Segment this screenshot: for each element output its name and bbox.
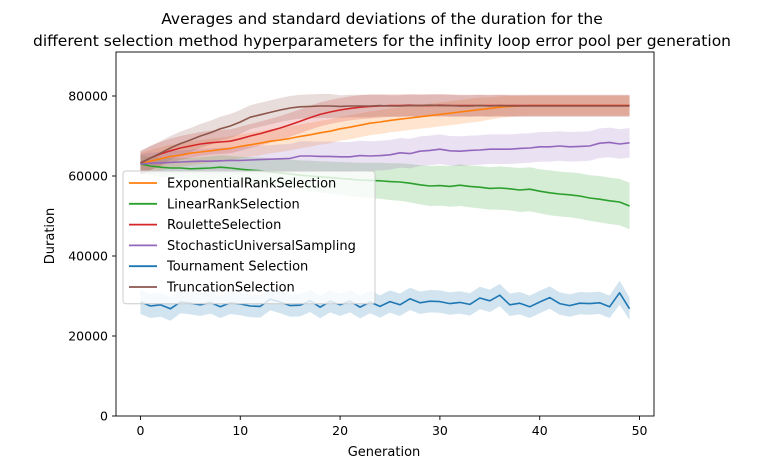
y-tick-label: 0 [100,409,108,424]
chart-title-line-1: Averages and standard deviations of the … [161,10,603,28]
y-tick-label: 60000 [68,169,108,184]
y-tick-label: 40000 [68,249,108,264]
chart-title-line-2: different selection method hyperparamete… [33,32,731,50]
y-axis-label: Duration [43,208,58,264]
chart-title: Averages and standard deviations of the … [33,10,731,50]
legend: ExponentialRankSelection LinearRankSelect… [122,170,376,305]
plot-frame [115,51,655,417]
y-tick-label: 80000 [68,89,108,104]
x-tick-label: 50 [632,423,648,438]
series-line-linearrankselection [140,163,630,207]
x-axis-label: Generation [348,445,421,460]
x-tick-label: 0 [136,423,144,438]
std-band-tournament-selection [140,280,630,321]
x-tick-label: 30 [432,423,448,438]
y-tick-label: 20000 [68,329,108,344]
legend-label-tournament-selection: Tournament Selection [166,260,308,275]
std-band-exponentialrankselection [140,95,630,176]
std-band-rouletteselection [140,94,630,176]
x-tick-label: 40 [532,423,548,438]
std-band-stochasticuniversalsampling [140,127,630,174]
series-line-tournament-selection [140,291,631,310]
series-line-stochasticuniversalsampling [140,141,630,165]
x-tick-label: 20 [332,423,348,438]
legend-label-linearrankselection: LinearRankSelection [167,197,300,212]
legend-label-exponentialrankselection: ExponentialRankSelection [167,177,336,192]
legend-label-stochasticuniversalsampling: StochasticUniversalSampling [167,239,356,254]
y-axis: 0 20000 40000 60000 80000 [68,89,116,424]
legend-label-rouletteselection: RouletteSelection [167,218,281,233]
series-line-truncationselection [140,104,630,164]
legend-box [122,170,376,305]
x-axis: 0 10 20 30 40 50 [136,416,648,438]
legend-label-truncationselection: TruncationSelection [166,281,295,296]
mean-lines [140,104,631,310]
x-tick-label: 10 [232,423,248,438]
